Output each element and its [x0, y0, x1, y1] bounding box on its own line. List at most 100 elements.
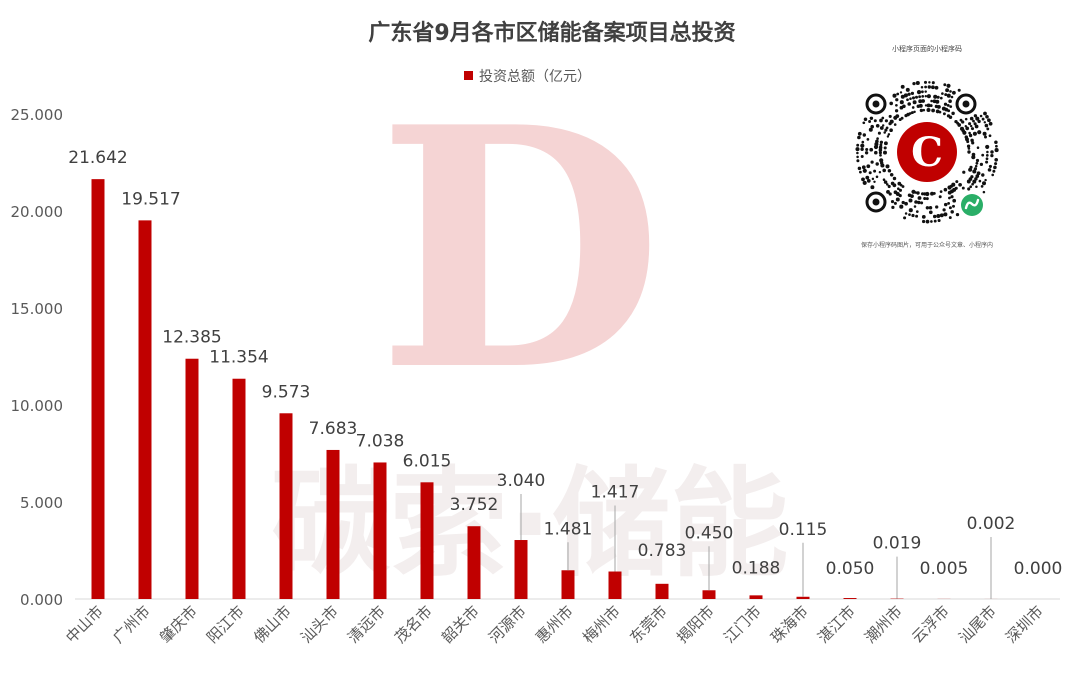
qr-dot: [924, 85, 927, 89]
bar: [796, 596, 810, 599]
qr-dot: [866, 164, 871, 169]
qr-dot: [985, 157, 989, 161]
x-tick-label: 汕尾市: [955, 602, 1000, 647]
qr-dot: [908, 213, 911, 216]
qr-dot: [859, 170, 862, 174]
qr-dot: [881, 116, 885, 120]
qr-dot: [920, 90, 924, 94]
y-axis: 0.000 5.000 10.000 15.000 20.000 25.000: [11, 106, 64, 609]
data-label: 9.573: [262, 382, 311, 402]
x-tick-label: 韶关市: [438, 602, 483, 647]
qr-dot: [984, 135, 987, 139]
qr-dot: [975, 161, 979, 165]
qr-dot: [930, 191, 934, 196]
bar: [702, 590, 716, 599]
qr-dot: [878, 151, 882, 155]
qr-dot: [943, 212, 948, 217]
qr-dot: [939, 96, 943, 100]
qr-dot: [920, 201, 924, 205]
qr-dot: [915, 80, 920, 86]
qr-dot: [873, 169, 877, 173]
qr-dot: [961, 186, 965, 190]
qr-dot: [897, 187, 900, 190]
qr-dot: [936, 104, 941, 109]
qr-dot: [878, 145, 883, 150]
qr-dot: [883, 146, 887, 150]
x-tick-label: 广州市: [109, 602, 154, 647]
qr-dots: [855, 80, 999, 224]
qr-bottom-text: 保存小程序码图片，可用于公众号文章、小程序内: [860, 242, 993, 249]
x-tick-label: 珠海市: [767, 602, 812, 647]
qr-dot: [879, 153, 882, 157]
data-label: 1.417: [591, 483, 640, 503]
data-label: 0.115: [779, 520, 828, 540]
qr-dot: [957, 123, 962, 127]
x-tick-label: 肇庆市: [156, 602, 201, 647]
qr-dot: [947, 190, 952, 195]
qr-dot: [924, 94, 928, 98]
qr-dot: [895, 197, 900, 202]
qr-dot: [943, 102, 948, 106]
qr-dot: [927, 85, 932, 89]
qr-dot: [969, 116, 974, 121]
qr-dot: [903, 93, 908, 98]
qr-dot: [961, 120, 965, 124]
qr-dot: [906, 98, 909, 102]
qr-dot: [970, 127, 975, 131]
qr-dot: [861, 165, 866, 170]
qr-dot: [987, 168, 992, 172]
bar: [843, 598, 857, 599]
qr-dot: [968, 167, 973, 172]
qr-dot: [928, 81, 931, 84]
qr-dot: [886, 135, 890, 138]
qr-dot: [869, 147, 874, 152]
qr-dot: [917, 196, 922, 200]
qr-dot: [938, 110, 942, 114]
qr-dot: [900, 116, 904, 120]
data-label: 3.752: [450, 495, 499, 515]
qr-dot: [962, 130, 967, 135]
qr-dot: [994, 158, 998, 162]
qr-dot: [955, 212, 960, 217]
qr-dot: [862, 180, 867, 185]
qr-dot: [917, 200, 921, 205]
qr-dot: [879, 140, 884, 144]
qr-dot: [920, 85, 924, 89]
qr-dot: [987, 118, 991, 123]
qr-dot: [985, 160, 989, 164]
qr-dot: [929, 104, 933, 108]
qr-dot: [856, 151, 859, 155]
mini-program-icon: [959, 192, 985, 218]
bar: [420, 482, 434, 599]
qr-dot: [949, 105, 953, 108]
qr-dot: [895, 114, 900, 118]
qr-dot: [947, 109, 951, 113]
qr-dot: [955, 180, 959, 184]
qr-dot: [983, 111, 987, 116]
qr-dot: [958, 182, 962, 187]
qr-dot: [950, 95, 954, 99]
qr-center-logo: [897, 122, 957, 182]
qr-dot: [916, 90, 922, 95]
qr-dot: [921, 99, 925, 103]
qr-dot: [924, 104, 928, 107]
qr-dot: [946, 83, 951, 88]
legend: 投资总额（亿元）: [464, 69, 591, 85]
y-tick-label: 10.000: [11, 397, 64, 415]
qr-dot: [879, 118, 883, 123]
x-tick-label: 河源市: [485, 602, 530, 647]
qr-dot: [968, 122, 972, 126]
qr-dot: [887, 168, 892, 173]
qr-dot: [874, 150, 878, 155]
qr-dot: [931, 85, 935, 90]
qr-dot: [948, 206, 952, 210]
qr-dot: [911, 213, 915, 218]
qr-dot: [946, 103, 950, 107]
y-tick-label: 25.000: [11, 106, 64, 124]
bar: [749, 595, 763, 599]
data-label: 0.005: [920, 559, 969, 579]
qr-dot: [875, 175, 879, 179]
qr-dot: [933, 94, 938, 99]
qr-dot: [866, 138, 870, 141]
